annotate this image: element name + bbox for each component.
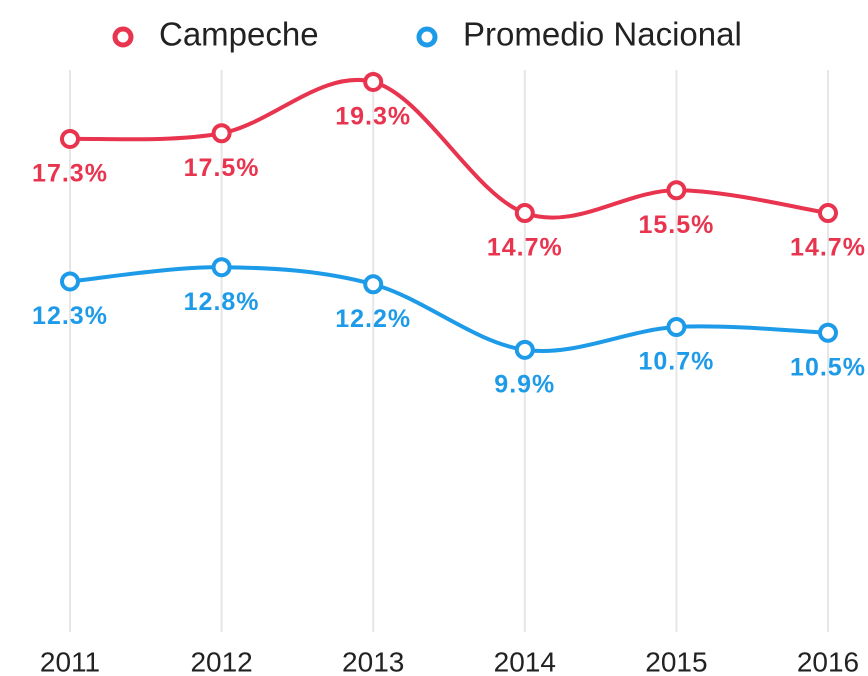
data-label: 10.5% — [790, 353, 866, 381]
data-point — [514, 203, 535, 224]
data-point — [666, 317, 687, 338]
data-label: 19.3% — [335, 103, 411, 131]
data-point — [666, 180, 687, 201]
x-tick-label: 2015 — [645, 646, 707, 676]
data-point — [363, 274, 384, 295]
data-label: 12.2% — [335, 305, 411, 333]
data-label: 15.5% — [638, 211, 714, 239]
data-point — [514, 339, 535, 360]
legend-marker — [416, 26, 438, 48]
data-point — [60, 128, 80, 149]
legend-label: Campeche — [159, 16, 319, 53]
data-label: 17.5% — [184, 154, 260, 182]
series-line — [69, 78, 829, 220]
data-label: 17.3% — [32, 160, 108, 188]
data-label: 10.7% — [638, 348, 714, 376]
x-tick-label: 2016 — [797, 646, 859, 676]
data-label: 12.3% — [32, 302, 108, 330]
data-label: 14.7% — [487, 234, 563, 262]
data-label: 9.9% — [494, 370, 555, 398]
data-point — [818, 203, 838, 224]
legend-label: Promedio Nacional — [463, 16, 742, 53]
x-tick-label: 2014 — [494, 646, 556, 676]
x-tick-label: 2011 — [40, 646, 100, 676]
data-point — [211, 257, 232, 278]
series-line — [69, 265, 829, 353]
data-point — [363, 71, 384, 92]
data-point — [60, 271, 80, 292]
legend-marker — [112, 26, 134, 48]
data-label: 12.8% — [184, 288, 260, 316]
data-label: 14.7% — [790, 234, 866, 262]
x-tick-label: 2013 — [342, 646, 404, 676]
x-tick-label: 2012 — [190, 646, 252, 676]
data-point — [818, 322, 838, 343]
data-point — [211, 123, 232, 144]
